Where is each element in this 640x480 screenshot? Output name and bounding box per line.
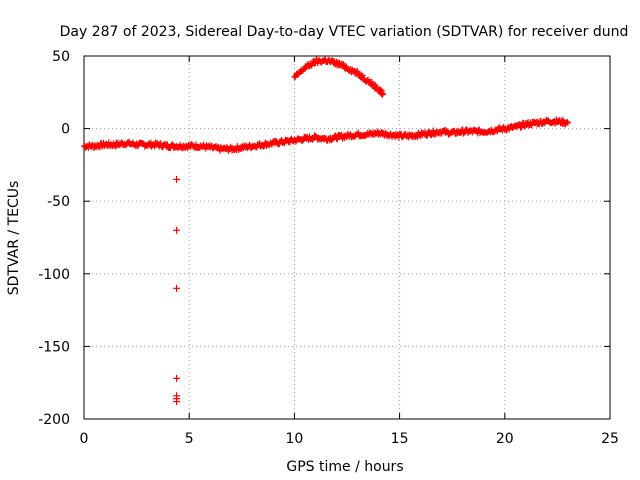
plot-border <box>83 55 611 420</box>
data-point <box>528 122 535 129</box>
data-point <box>333 135 340 142</box>
y-axis-label: SDTVAR / TECUs <box>6 181 22 296</box>
chart-title: Day 287 of 2023, Sidereal Day-to-day VTE… <box>60 24 629 40</box>
grid <box>84 56 610 419</box>
data-point <box>564 119 571 126</box>
x-tick-label: 10 <box>285 431 303 447</box>
x-axis-label: GPS time / hours <box>286 459 403 475</box>
data-point <box>340 61 347 68</box>
data-point <box>308 62 315 69</box>
data-point <box>379 90 386 97</box>
outlier-point <box>173 284 181 292</box>
y-tick-label: -200 <box>38 412 70 428</box>
data-point <box>192 141 199 148</box>
data-point <box>517 124 524 131</box>
data-point <box>292 138 299 145</box>
data-point <box>359 72 366 79</box>
y-tick-label: 0 <box>61 122 70 138</box>
y-tick-label: -100 <box>38 267 70 283</box>
y-tick-label: -50 <box>47 194 70 210</box>
y-tick-label: 50 <box>52 49 70 65</box>
data-points <box>81 56 571 406</box>
x-tick-label: 20 <box>496 431 514 447</box>
x-tick-label: 15 <box>391 431 409 447</box>
data-point <box>430 127 437 134</box>
data-point <box>157 140 164 147</box>
outlier-point <box>173 226 181 234</box>
x-tick-label: 0 <box>80 431 89 447</box>
outlier-point <box>173 398 181 406</box>
outlier-point <box>173 175 181 183</box>
x-tick-label: 5 <box>185 431 194 447</box>
data-point <box>334 136 341 143</box>
y-tick-label: -150 <box>38 339 70 355</box>
data-point <box>425 128 432 135</box>
outlier-point <box>173 374 181 382</box>
axes <box>83 55 611 420</box>
data-point <box>564 119 571 126</box>
tick-labels: 0 5 10 15 20 25 -200 -150 -100 -50 0 50 <box>38 49 619 447</box>
x-tick-label: 25 <box>601 431 619 447</box>
